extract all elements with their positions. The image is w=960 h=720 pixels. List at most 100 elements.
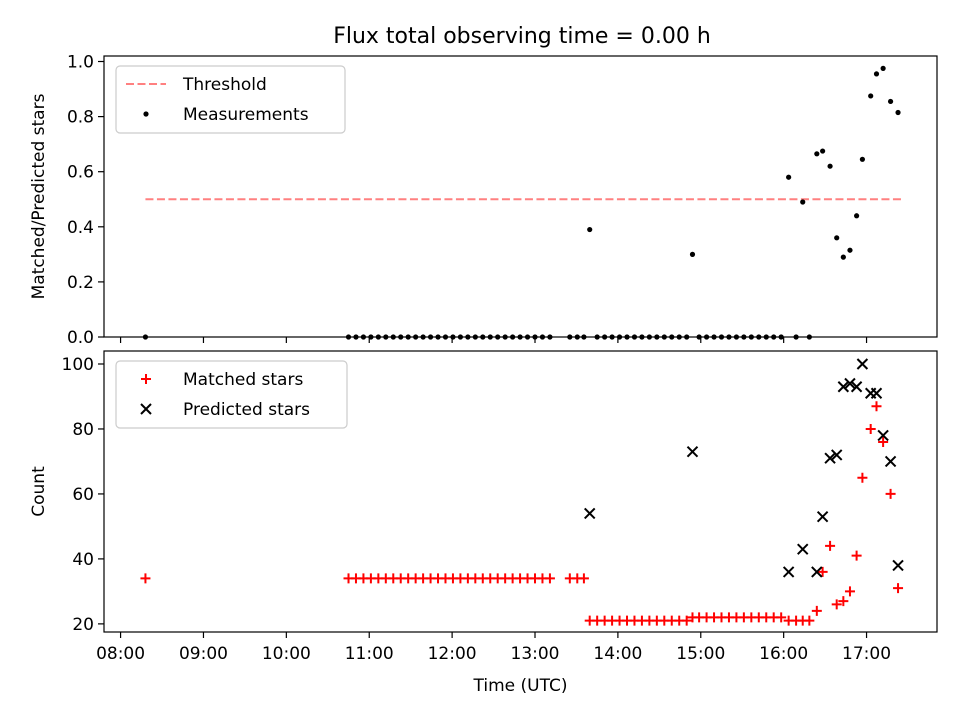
measurement-point: [868, 93, 874, 99]
predicted-stars-point: [797, 543, 809, 555]
legend-box: [115, 360, 348, 429]
predicted-stars-point: [837, 381, 850, 393]
measurement-point: [465, 334, 471, 340]
matched-stars-point: [776, 612, 787, 623]
matched-stars-point: [885, 488, 896, 499]
x-tick-label: 12:00: [428, 644, 477, 664]
measurement-point: [567, 334, 573, 340]
measurement-point: [390, 334, 396, 340]
measurement-point: [353, 334, 359, 340]
measurement-point: [435, 334, 441, 340]
measurement-point: [142, 334, 149, 340]
measurement-point: [786, 174, 792, 180]
predicted-stars-point: [892, 559, 904, 572]
data-layer: [142, 65, 902, 340]
measurement-point: [602, 334, 608, 340]
measurement-point: [581, 334, 587, 340]
measurement-point: [624, 334, 630, 340]
legend-measurement-swatch: [143, 111, 149, 117]
predicted-stars-point: [811, 566, 823, 578]
measurement-point: [368, 334, 374, 340]
predicted-stars-point: [884, 455, 897, 468]
y-tick-label: 0.2: [67, 273, 94, 293]
data-layer: [140, 358, 904, 626]
measurement-point: [703, 334, 710, 340]
x-tick-label: 09:00: [179, 644, 228, 664]
matched-stars-point: [871, 401, 882, 412]
measurement-point: [510, 334, 516, 340]
measurement-point: [741, 334, 747, 340]
measurement-point: [771, 334, 777, 340]
y-axis-label: Matched/Predicted stars: [29, 93, 49, 299]
y-tick-label: 0.4: [67, 218, 94, 238]
x-tick-label: 13:00: [511, 644, 560, 664]
matched-stars-point: [838, 596, 849, 607]
measurement-point: [442, 334, 449, 340]
x-tick-label: 14:00: [593, 644, 642, 664]
measurement-point: [457, 334, 464, 340]
measurement-point: [495, 334, 501, 340]
y-tick-label: 80: [72, 420, 94, 440]
measurement-point: [398, 334, 404, 340]
legend-label: Matched stars: [183, 370, 303, 390]
predicted-stars-point: [856, 358, 869, 370]
y-tick-label: 0.8: [67, 108, 94, 128]
x-axis-label: Time (UTC): [473, 676, 568, 696]
measurement-point: [827, 163, 833, 169]
bottom-panel: 20 40 60 80 100 08:00 09:00 10:00 11:00 12:00 13:0…: [29, 350, 938, 696]
measurement-point: [814, 151, 820, 157]
predicted-stars-point: [584, 507, 596, 520]
predicted-stars-point: [844, 377, 856, 390]
top-panel: 0.0 0.2 0.4 0.6 0.8 1.0 Matched/Predicted star…: [29, 53, 938, 348]
measurement-point: [718, 334, 725, 340]
x-tick-label: 10:00: [262, 644, 311, 664]
matched-stars-point: [878, 436, 889, 447]
measurement-point: [487, 334, 493, 340]
measurement-point: [806, 334, 812, 340]
measurement-point: [793, 334, 799, 340]
measurement-point: [895, 109, 901, 116]
matched-stars-point: [804, 615, 815, 626]
predicted-stars-point: [782, 566, 795, 578]
measurement-point: [733, 334, 740, 340]
x-tick-label: 17:00: [842, 644, 891, 664]
matched-stars-point: [857, 472, 868, 483]
measurement-point: [450, 334, 456, 340]
measurement-point: [726, 334, 732, 340]
measurement-point: [594, 334, 600, 340]
measurement-point: [427, 334, 434, 340]
measurement-point: [345, 334, 352, 340]
measurement-point: [574, 334, 580, 340]
predicted-stars-point: [877, 429, 889, 442]
matched-stars-point: [544, 573, 555, 584]
measurement-point: [524, 334, 531, 340]
axes-frame: [103, 350, 938, 633]
legend-predicted-swatch: [140, 403, 152, 415]
measurement-point: [517, 334, 523, 340]
measurement-point: [800, 199, 806, 205]
measurement-point: [532, 334, 538, 340]
measurement-point: [375, 334, 381, 340]
y-tick-label: 100: [62, 355, 94, 375]
matched-stars-point: [681, 615, 692, 626]
matched-stars-point: [844, 586, 855, 597]
measurement-point: [661, 334, 667, 340]
legend-matched-swatch: [141, 374, 151, 384]
y-tick-label: 0.0: [67, 328, 94, 348]
measurement-point: [639, 334, 645, 340]
legend-box: [115, 65, 346, 134]
measurement-point: [420, 334, 426, 340]
matched-stars-point: [825, 540, 836, 551]
matched-stars-point: [865, 423, 876, 434]
measurement-point: [834, 235, 840, 241]
chart-title: Flux total observing time = 0.00 h: [333, 24, 711, 49]
measurement-point: [646, 334, 652, 340]
y-tick-label: 60: [72, 485, 94, 505]
matched-stars-point: [140, 573, 151, 584]
measurement-point: [748, 334, 754, 340]
matched-stars-point: [893, 583, 904, 594]
legend-label: Measurements: [183, 105, 309, 125]
measurement-point: [360, 334, 367, 340]
predicted-stars-point: [824, 452, 836, 464]
